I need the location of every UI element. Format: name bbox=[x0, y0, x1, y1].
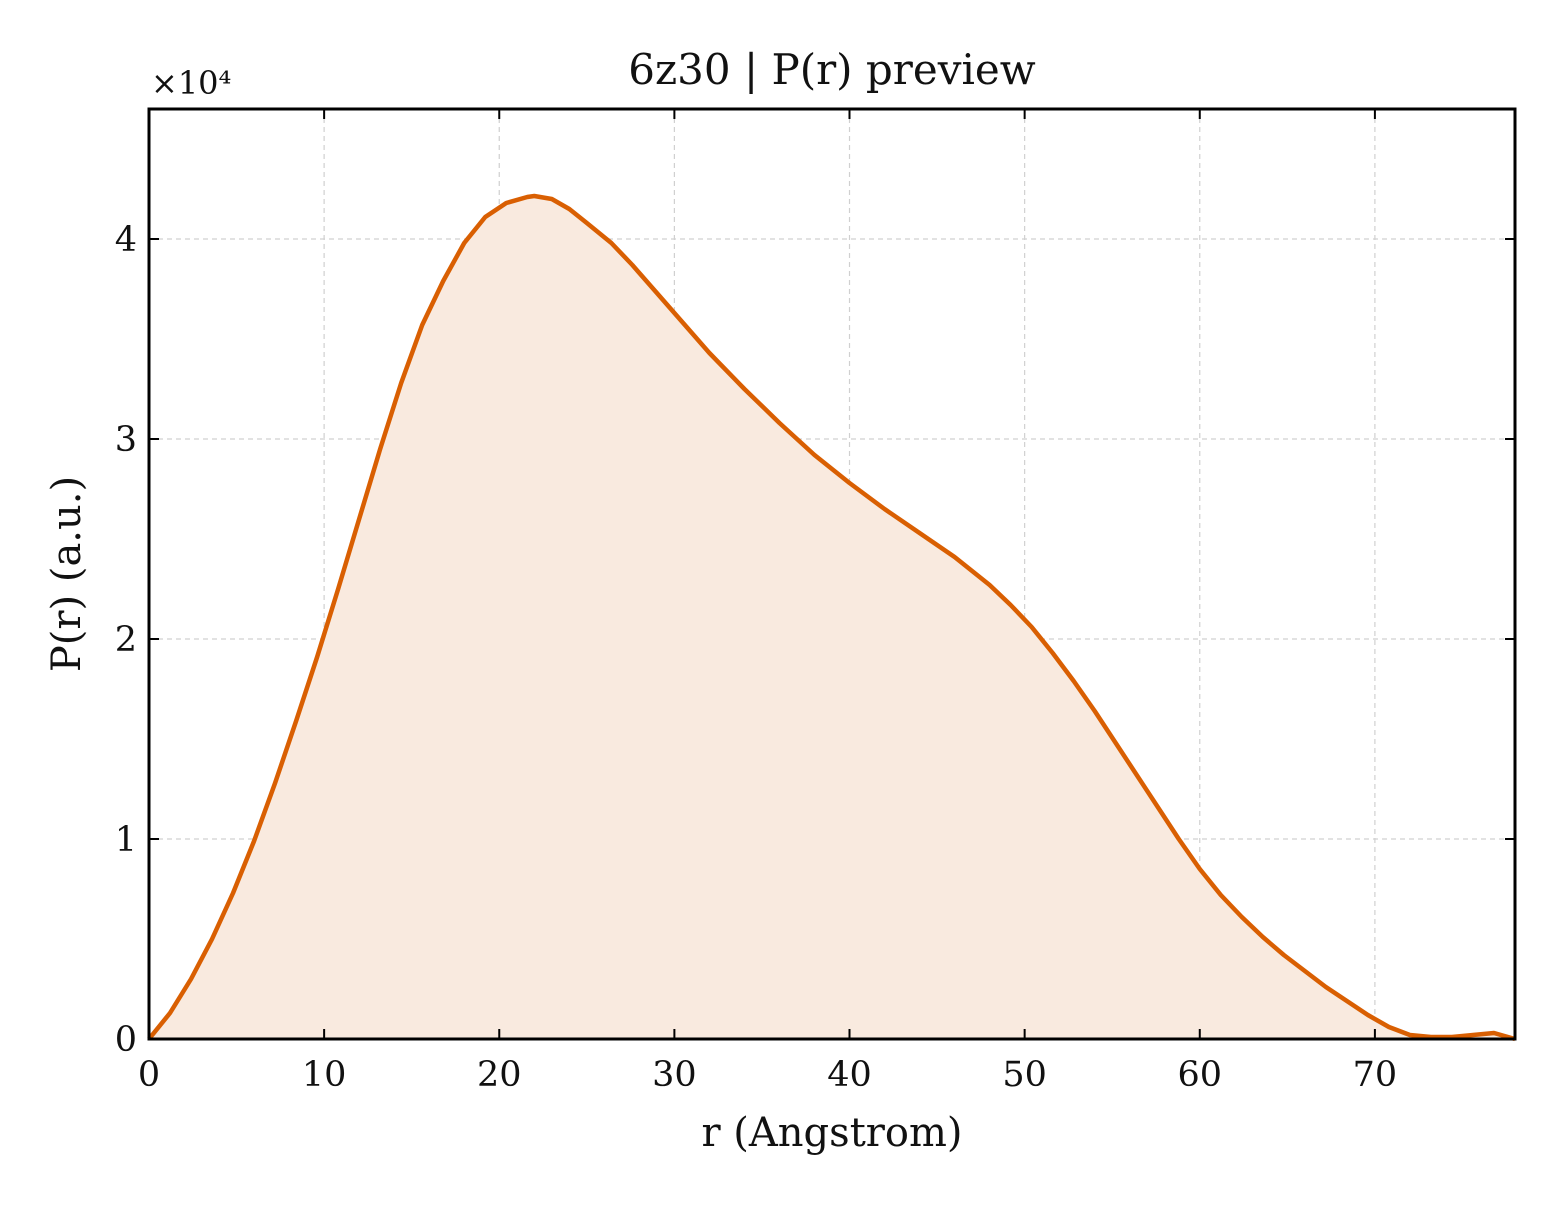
plot-frame bbox=[147, 107, 1517, 1041]
x-tick-label: 20 bbox=[477, 1055, 522, 1095]
x-tick-label: 30 bbox=[652, 1055, 697, 1095]
pr-curve-line bbox=[147, 193, 1516, 1042]
y-tick-label: 2 bbox=[115, 620, 137, 660]
x-tick-label: 10 bbox=[302, 1055, 347, 1095]
x-axis-title: r (Angstrom) bbox=[701, 1110, 962, 1156]
x-tick-label: 0 bbox=[138, 1055, 160, 1095]
pr-area-fill bbox=[149, 196, 1515, 1039]
x-tick-label: 70 bbox=[1353, 1055, 1398, 1095]
y-tick-label: 4 bbox=[115, 220, 137, 260]
x-tick-label: 40 bbox=[827, 1055, 872, 1095]
x-tick-label: 60 bbox=[1177, 1055, 1222, 1095]
axis-ticks: 0 10 20 30 40 50 60 70 0 1 2 3 4 bbox=[115, 109, 1515, 1095]
y-axis-title: P(r) (a.u.) bbox=[44, 476, 90, 672]
chart-title: 6z30 | P(r) preview bbox=[628, 45, 1035, 94]
y-tick-label: 3 bbox=[115, 420, 137, 460]
data-layer bbox=[147, 193, 1516, 1042]
y-tick-label: 1 bbox=[115, 820, 137, 860]
y-offset-label: ×10⁴ bbox=[151, 64, 231, 102]
y-tick-label: 0 bbox=[115, 1020, 137, 1060]
x-tick-label: 50 bbox=[1002, 1055, 1047, 1095]
